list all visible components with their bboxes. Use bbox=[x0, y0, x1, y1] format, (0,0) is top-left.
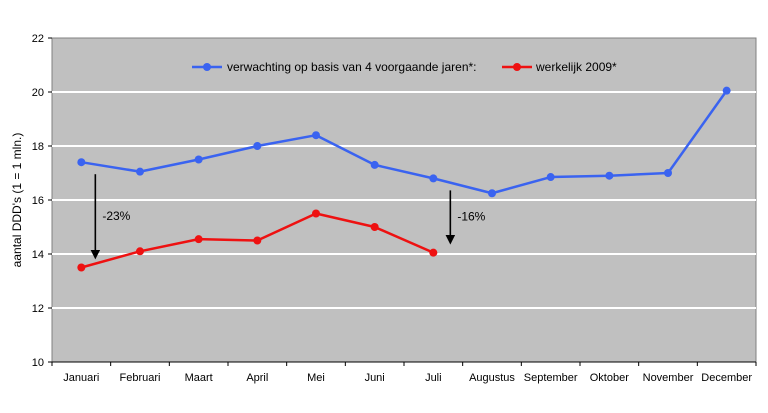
x-tick-label: Januari bbox=[63, 372, 99, 384]
series-line-0 bbox=[81, 89, 728, 195]
y-axis: 10 12 14 16 18 20 22 bbox=[32, 33, 52, 369]
y-tick-label: 20 bbox=[32, 87, 44, 99]
x-tick-label: November bbox=[643, 372, 694, 384]
data-point bbox=[77, 263, 86, 272]
annotations: -23% -16% bbox=[90, 174, 486, 260]
gridlines bbox=[52, 91, 756, 309]
y-axis-title: aantal DDD's (1 = 1 mln.) bbox=[10, 133, 24, 268]
data-point bbox=[429, 174, 438, 183]
legend-label: verwachting op basis van 4 voorgaande ja… bbox=[227, 60, 477, 74]
x-tick-label: Mei bbox=[307, 372, 325, 384]
data-point bbox=[722, 86, 731, 95]
y-tick-label: 14 bbox=[32, 249, 44, 261]
x-tick-label: Maart bbox=[185, 372, 213, 384]
data-point bbox=[194, 155, 203, 164]
data-point bbox=[429, 248, 438, 257]
legend-label: werkelijk 2009* bbox=[535, 60, 617, 74]
y-tick-label: 18 bbox=[32, 141, 44, 153]
x-axis: Januari Februari Maart April Mei Juni Juli Augu… bbox=[51, 361, 757, 384]
annotation-label: -23% bbox=[102, 209, 130, 223]
x-tick-label: Februari bbox=[120, 372, 161, 384]
data-point bbox=[312, 209, 320, 218]
data-point bbox=[136, 167, 144, 176]
data-point bbox=[370, 223, 379, 231]
x-tick-label: Augustus bbox=[469, 372, 515, 384]
legend-swatch-marker bbox=[513, 63, 521, 71]
data-point bbox=[194, 235, 203, 244]
y-tick-label: 10 bbox=[32, 357, 44, 369]
y-tick-label: 12 bbox=[32, 303, 44, 315]
data-point bbox=[370, 160, 379, 169]
data-point bbox=[664, 169, 672, 177]
x-tick-label: September bbox=[524, 372, 578, 384]
x-tick-label: Juli bbox=[425, 372, 442, 384]
x-tick-label: December bbox=[701, 372, 752, 384]
x-tick-label: Oktober bbox=[590, 372, 629, 384]
data-point bbox=[253, 142, 262, 150]
annotation-label: -16% bbox=[457, 210, 485, 224]
data-point bbox=[312, 131, 320, 140]
y-tick-label: 22 bbox=[32, 33, 44, 45]
legend-swatch-marker bbox=[203, 63, 211, 71]
legend: verwachting op basis van 4 voorgaande ja… bbox=[192, 60, 617, 74]
y-tick-label: 16 bbox=[32, 195, 44, 207]
x-tick-label: Juni bbox=[365, 372, 385, 384]
data-point bbox=[546, 173, 555, 182]
series-layer bbox=[77, 86, 731, 272]
data-point bbox=[136, 247, 144, 256]
data-point bbox=[488, 189, 496, 198]
data-point bbox=[253, 236, 262, 245]
x-tick-label: April bbox=[246, 372, 268, 384]
data-point bbox=[77, 158, 86, 167]
data-point bbox=[605, 171, 614, 180]
